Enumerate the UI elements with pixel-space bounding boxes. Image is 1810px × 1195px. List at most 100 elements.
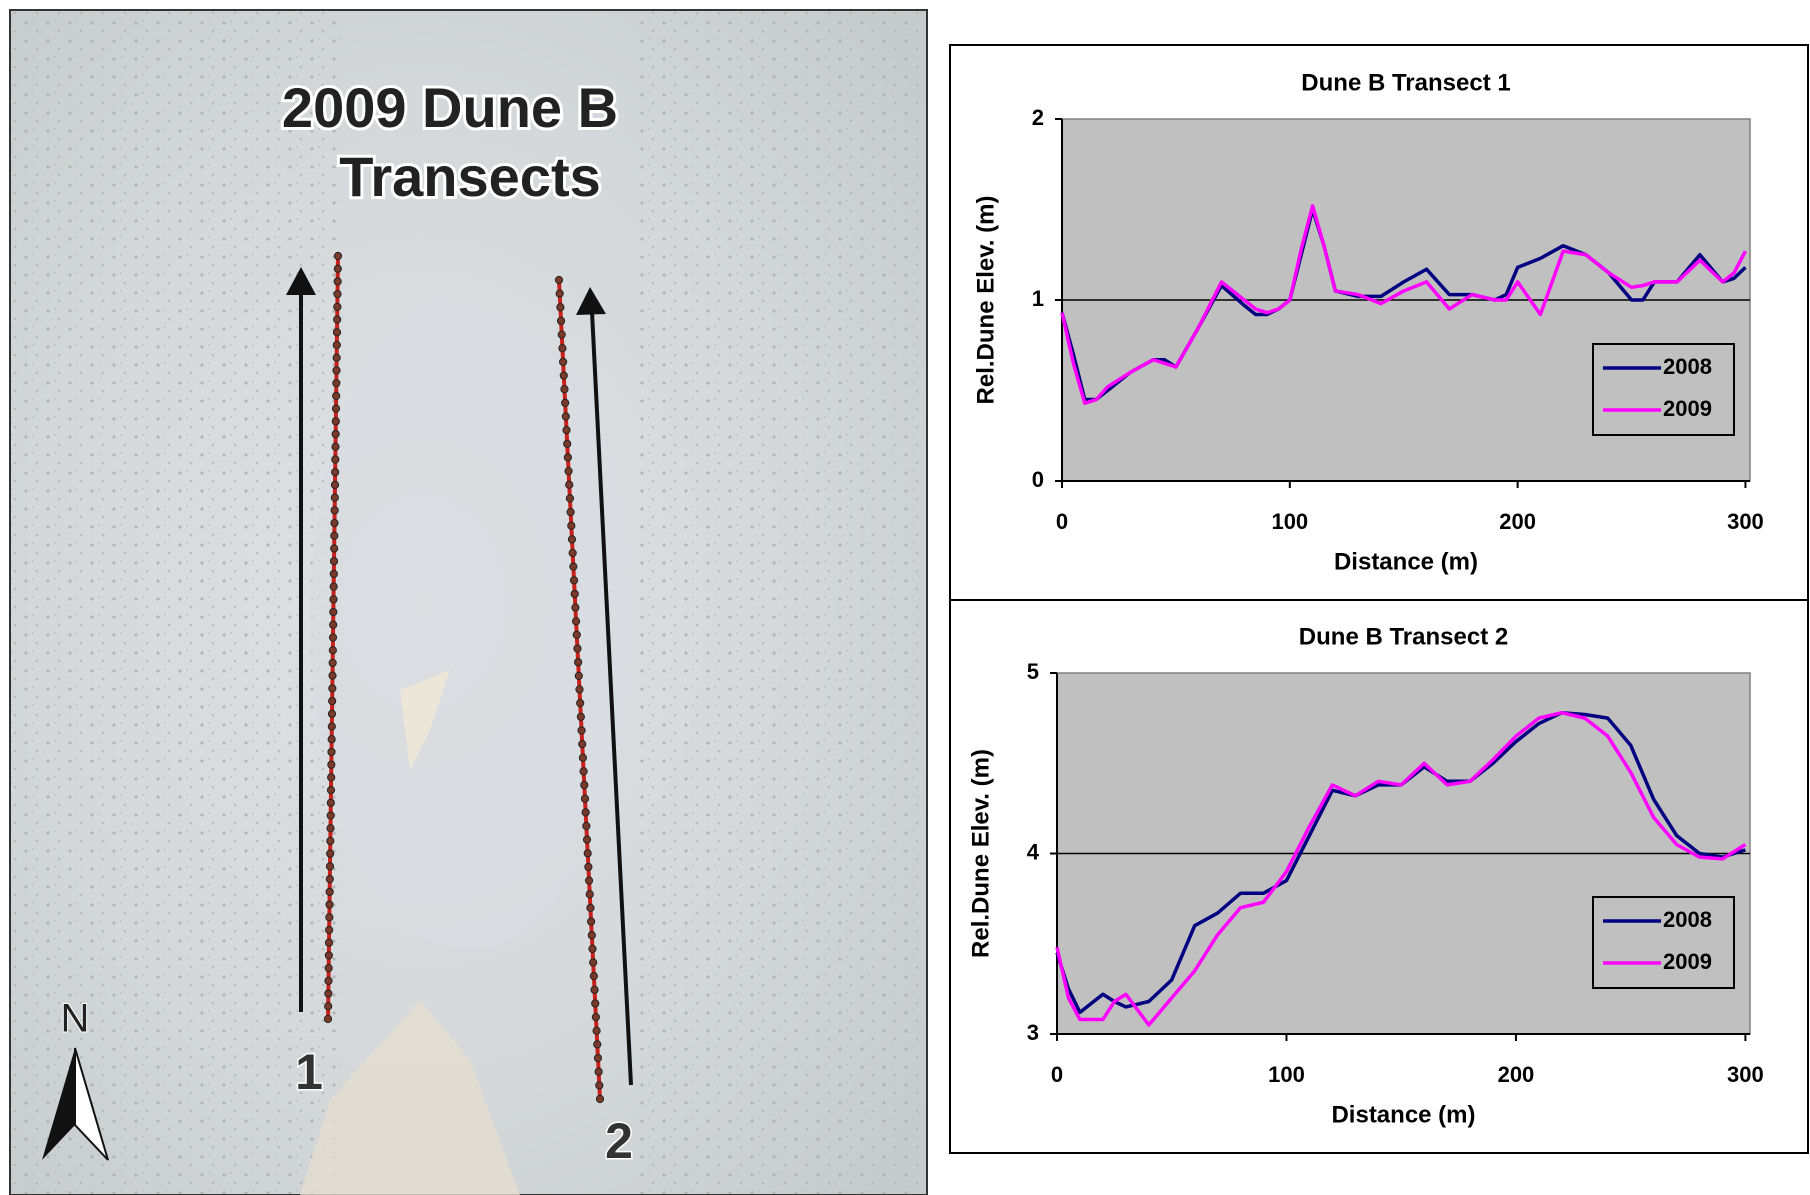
survey-point bbox=[579, 741, 586, 748]
survey-point bbox=[333, 392, 340, 399]
survey-point bbox=[563, 427, 570, 434]
survey-point bbox=[595, 1068, 602, 1075]
y-axis-label: Rel.Dune Elev. (m) bbox=[972, 196, 999, 405]
x-axis-label: Distance (m) bbox=[1334, 548, 1478, 575]
survey-point bbox=[324, 1015, 331, 1022]
survey-point bbox=[590, 959, 597, 966]
survey-point bbox=[334, 265, 341, 272]
y-axis-label: Rel.Dune Elev. (m) bbox=[967, 749, 994, 958]
survey-point bbox=[562, 413, 569, 420]
survey-point bbox=[560, 358, 567, 365]
survey-point bbox=[329, 672, 336, 679]
survey-point bbox=[594, 1041, 601, 1048]
survey-point bbox=[327, 787, 334, 794]
y-tick-label: 1 bbox=[1032, 286, 1044, 311]
y-tick-label: 2 bbox=[1032, 105, 1044, 130]
survey-point bbox=[558, 331, 565, 338]
survey-point bbox=[325, 990, 332, 997]
survey-point bbox=[590, 973, 597, 980]
survey-point bbox=[329, 634, 336, 641]
survey-point bbox=[592, 1014, 599, 1021]
survey-point bbox=[330, 583, 337, 590]
survey-point bbox=[333, 354, 340, 361]
survey-point bbox=[556, 290, 563, 297]
survey-point bbox=[576, 686, 583, 693]
survey-point bbox=[564, 454, 571, 461]
survey-point bbox=[568, 522, 575, 529]
y-tick-label: 5 bbox=[1027, 659, 1039, 684]
survey-point bbox=[331, 545, 338, 552]
survey-point bbox=[555, 276, 562, 283]
survey-point bbox=[330, 596, 337, 603]
x-tick-label: 200 bbox=[1499, 509, 1536, 534]
x-tick-label: 100 bbox=[1268, 1062, 1305, 1087]
chart-title: Dune B Transect 1 bbox=[1301, 69, 1510, 96]
survey-point bbox=[591, 986, 598, 993]
survey-point bbox=[585, 863, 592, 870]
survey-point bbox=[325, 939, 332, 946]
survey-point bbox=[331, 494, 338, 501]
survey-point bbox=[570, 577, 577, 584]
survey-point bbox=[327, 837, 334, 844]
survey-point bbox=[566, 495, 573, 502]
legend-label: 2008 bbox=[1663, 354, 1712, 379]
survey-point bbox=[584, 850, 591, 857]
survey-point bbox=[330, 608, 337, 615]
vegetation bbox=[640, 11, 926, 1194]
survey-point bbox=[557, 317, 564, 324]
survey-point bbox=[327, 825, 334, 832]
x-tick-label: 100 bbox=[1271, 509, 1308, 534]
x-tick-label: 0 bbox=[1051, 1062, 1063, 1087]
survey-point bbox=[572, 618, 579, 625]
survey-point bbox=[565, 468, 572, 475]
survey-point bbox=[332, 405, 339, 412]
survey-point bbox=[326, 901, 333, 908]
survey-point bbox=[585, 877, 592, 884]
survey-point bbox=[330, 558, 337, 565]
y-tick-label: 4 bbox=[1027, 839, 1040, 864]
survey-point bbox=[332, 456, 339, 463]
survey-point bbox=[583, 822, 590, 829]
survey-point bbox=[579, 754, 586, 761]
survey-point bbox=[333, 367, 340, 374]
survey-point bbox=[571, 590, 578, 597]
x-tick-label: 300 bbox=[1727, 509, 1764, 534]
survey-point bbox=[559, 345, 566, 352]
x-tick-label: 200 bbox=[1498, 1062, 1535, 1087]
survey-point bbox=[331, 507, 338, 514]
survey-point bbox=[328, 710, 335, 717]
survey-point bbox=[332, 430, 339, 437]
survey-point bbox=[330, 570, 337, 577]
survey-point bbox=[333, 380, 340, 387]
survey-point bbox=[575, 659, 582, 666]
survey-point bbox=[581, 795, 588, 802]
survey-point bbox=[325, 952, 332, 959]
survey-point bbox=[325, 977, 332, 984]
survey-point bbox=[587, 904, 594, 911]
survey-point bbox=[588, 932, 595, 939]
survey-point bbox=[328, 761, 335, 768]
survey-point bbox=[329, 697, 336, 704]
survey-point bbox=[328, 723, 335, 730]
survey-point bbox=[326, 863, 333, 870]
survey-point bbox=[594, 1054, 601, 1061]
chart-title: Dune B Transect 2 bbox=[1299, 623, 1508, 650]
survey-point bbox=[329, 647, 336, 654]
page: 2009 Dune B Transects 1 2 N Dune B Trans… bbox=[0, 0, 1810, 1195]
survey-point bbox=[325, 965, 332, 972]
survey-point bbox=[326, 926, 333, 933]
legend-label: 2009 bbox=[1663, 949, 1712, 974]
survey-point bbox=[593, 1027, 600, 1034]
survey-point bbox=[589, 945, 596, 952]
north-label: N bbox=[61, 997, 90, 1041]
survey-point bbox=[334, 252, 341, 259]
survey-point bbox=[327, 812, 334, 819]
map-title: Transects bbox=[339, 145, 601, 208]
survey-point bbox=[327, 850, 334, 857]
survey-point bbox=[575, 672, 582, 679]
survey-point bbox=[566, 481, 573, 488]
map-title: 2009 Dune B bbox=[282, 76, 618, 139]
survey-point bbox=[560, 372, 567, 379]
survey-point bbox=[570, 563, 577, 570]
survey-point bbox=[573, 631, 580, 638]
